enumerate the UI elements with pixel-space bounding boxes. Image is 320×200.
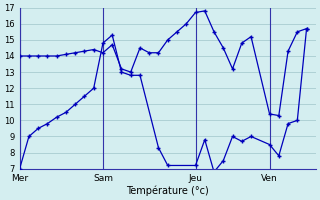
X-axis label: Température (°c): Température (°c) (126, 185, 209, 196)
